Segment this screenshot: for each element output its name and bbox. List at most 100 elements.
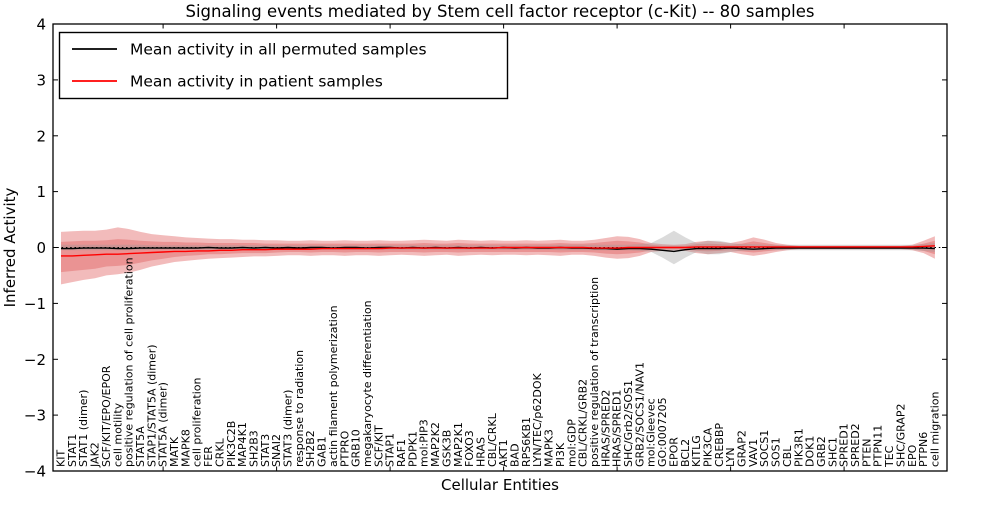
- x-category-label: RPS6KB1: [520, 417, 533, 467]
- x-category-label: STAT1: [66, 434, 79, 467]
- x-category-label: PTPN6: [917, 432, 930, 467]
- x-category-label: LYN/TEC/p62DOK: [531, 373, 544, 467]
- legend-label-patient: Mean activity in patient samples: [130, 73, 383, 91]
- x-category-label: PIK3R1: [792, 428, 805, 467]
- legend-box: [58, 31, 509, 100]
- x-category-label: cell migration: [928, 391, 941, 467]
- mean-line: [61, 245, 935, 257]
- x-category-label: TEC: [883, 445, 896, 468]
- x-category-label: SPRED2: [849, 423, 862, 467]
- x-category-label: FER: [202, 446, 215, 467]
- legend-label-permuted: Mean activity in all permuted samples: [130, 41, 427, 59]
- x-category-label: mol:GDP: [565, 419, 578, 467]
- band-patient_band_outer: [61, 227, 935, 285]
- x-category-label: PDPK1: [406, 431, 419, 467]
- x-category-label: STAT3: [259, 434, 272, 467]
- x-category-label: positive regulation of cell proliferatio…: [123, 257, 136, 467]
- y-tick-label: −3: [24, 407, 46, 425]
- x-category-label: MATK: [168, 436, 181, 467]
- x-category-label: PTPRO: [338, 430, 351, 467]
- x-category-label: CRKL: [213, 437, 226, 467]
- x-category-label: KITLG: [690, 435, 703, 467]
- x-category-label: CBL/CRKL: [486, 412, 499, 467]
- x-category-label: MAPK3: [543, 429, 556, 467]
- x-category-label: STAP1/STAT5A (dimer): [145, 344, 158, 467]
- x-category-label: SNAI2: [270, 434, 283, 467]
- x-category-label: GO:0007205: [656, 397, 669, 467]
- x-category-label: SOCS1: [758, 430, 771, 467]
- x-category-label: VAV1: [747, 439, 760, 467]
- x-category-label: HRAS/SPRED2: [599, 390, 612, 467]
- x-category-label: KIT: [55, 450, 68, 467]
- x-category-label: STAT3 (dimer): [282, 390, 295, 467]
- x-category-label: PTPN11: [872, 425, 885, 467]
- x-category-label: DOK1: [804, 436, 817, 467]
- x-category-label: GRAP2: [736, 430, 749, 467]
- x-category-label: positive regulation of transcription: [588, 277, 601, 467]
- y-tick-label: 4: [36, 16, 46, 34]
- x-category-label: mol:PIP3: [418, 419, 431, 467]
- x-category-label: GRB10: [350, 429, 363, 467]
- x-category-label: STAP1: [384, 433, 397, 467]
- axes-frame: [52, 23, 948, 472]
- x-category-label: HRAS/SPRED1: [611, 390, 624, 467]
- x-category-label: SCF/KIT/EPO/EPOR: [100, 365, 113, 467]
- x-category-label: STAT1 (dimer): [77, 390, 90, 467]
- x-category-label: PIK3C2B: [225, 421, 238, 467]
- x-category-label: SHC/GRAP2: [894, 403, 907, 467]
- y-tick-label: 2: [36, 127, 46, 145]
- x-category-label: MAP2K2: [429, 422, 442, 467]
- x-category-label: HRAS: [474, 437, 487, 467]
- x-category-label: SH2B2: [304, 430, 317, 467]
- x-category-label: megakaryocyte differentiation: [361, 300, 374, 467]
- x-category-label: CREBBP: [713, 423, 726, 467]
- y-tick-label: 1: [36, 183, 46, 201]
- x-category-label: SH2B3: [247, 430, 260, 467]
- x-category-label: cell proliferation: [191, 377, 204, 467]
- x-category-label: SHC1: [826, 437, 839, 467]
- y-tick-label: −1: [24, 295, 46, 313]
- x-category-label: MAPK8: [179, 429, 192, 467]
- x-category-label: GRB2/SOCS1/NAV1: [633, 362, 646, 467]
- x-category-label: AKT1: [497, 439, 510, 467]
- x-category-label: GRB2: [815, 436, 828, 467]
- y-tick-label: −2: [24, 351, 46, 369]
- x-category-label: MAP4K1: [236, 422, 249, 467]
- x-category-label: SCF/KIT: [372, 425, 385, 467]
- x-category-label: EPOR: [667, 437, 680, 467]
- x-category-label: mol:Gleevec: [645, 398, 658, 467]
- x-category-label: PI3K: [554, 442, 567, 467]
- x-category-label: STAT5A (dimer): [157, 382, 170, 467]
- x-category-label: FOXO3: [463, 430, 476, 467]
- x-category-label: STAT5A: [134, 426, 147, 467]
- x-category-label: LYN: [724, 447, 737, 467]
- y-tick-label: −4: [24, 463, 46, 481]
- x-category-label: JAK2: [89, 442, 102, 468]
- x-axis-label: Cellular Entities: [441, 476, 559, 494]
- x-category-label: GAB1: [316, 436, 329, 467]
- x-category-label: RAF1: [395, 439, 408, 467]
- y-tick-label: 3: [36, 71, 46, 89]
- x-category-label: CBL: [781, 445, 794, 467]
- x-category-label: GSK3B: [440, 430, 453, 467]
- x-category-label: SPRED1: [838, 423, 851, 467]
- x-category-label: BAD: [509, 443, 522, 467]
- chart-title: Signaling events mediated by Stem cell f…: [186, 2, 815, 21]
- x-category-label: MAP2K1: [452, 422, 465, 467]
- x-category-label: cell motility: [111, 402, 124, 467]
- x-category-label: BCL2: [679, 439, 692, 467]
- y-tick-label: 0: [36, 239, 46, 257]
- x-category-label: CBL/CRKL/GRB2: [577, 379, 590, 467]
- x-category-label: PIK3CA: [701, 427, 714, 467]
- x-category-label: EPO: [906, 444, 919, 467]
- y-axis-label: Inferred Activity: [1, 187, 19, 307]
- x-category-label: SOS1: [770, 437, 783, 467]
- x-category-label: SHC/Grb2/SOS1: [622, 380, 635, 467]
- legend: Mean activity in all permuted samples Me…: [58, 31, 509, 100]
- x-category-label: PTEN: [860, 438, 873, 467]
- x-category-label: actin filament polymerization: [327, 305, 340, 467]
- x-category-label: response to radiation: [293, 350, 306, 467]
